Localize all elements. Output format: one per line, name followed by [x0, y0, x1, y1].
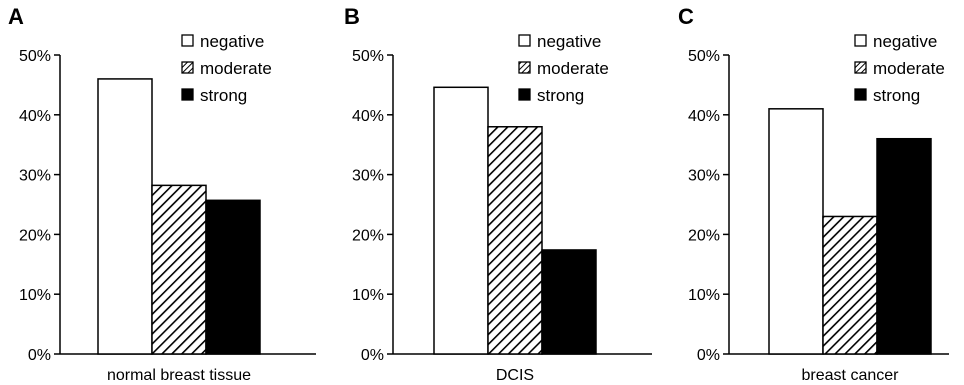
bar-negative [433, 86, 489, 355]
y-tick-label: 30% [19, 168, 51, 185]
y-tick-label: 50% [19, 48, 51, 65]
y-tick-label: 20% [352, 227, 384, 244]
bar-negative [768, 108, 824, 355]
panel-letter: C [678, 4, 694, 29]
bar-moderate [487, 126, 543, 355]
legend-label-moderate: moderate [537, 59, 609, 78]
y-tick-label: 40% [688, 108, 720, 125]
legend: negative moderate strong [181, 32, 272, 105]
legend-swatch-strong [518, 88, 531, 101]
y-tick-label: 30% [688, 168, 720, 185]
legend-swatch-moderate [181, 61, 194, 74]
legend-swatch-negative [518, 34, 531, 47]
legend-label-strong: strong [537, 86, 584, 105]
legend-label-moderate: moderate [873, 59, 945, 78]
legend: negative moderate strong [854, 32, 945, 105]
legend-swatch-strong [181, 88, 194, 101]
bar-strong [876, 137, 932, 355]
panel-letter: B [344, 4, 360, 29]
y-tick-label: 50% [688, 48, 720, 65]
x-category-label: breast cancer [802, 367, 900, 384]
chart-panel-a: A 0% 10% 20% 30% 40% 50% normal breast tissue ne… [8, 4, 316, 384]
legend-swatch-negative [181, 34, 194, 47]
chart-panel-c: C 0% 10% 20% 30% 40% 50% breast cancer negative m… [678, 4, 949, 384]
y-tick-label: 30% [352, 168, 384, 185]
panel-letter: A [8, 4, 24, 29]
legend-label-negative: negative [200, 32, 264, 51]
legend-swatch-negative [854, 34, 867, 47]
legend-swatch-strong [854, 88, 867, 101]
y-tick-label: 10% [352, 287, 384, 304]
y-tick-label: 10% [688, 287, 720, 304]
y-tick-label: 50% [352, 48, 384, 65]
legend: negative moderate strong [518, 32, 609, 105]
bar-strong [205, 199, 261, 355]
x-category-label: DCIS [496, 367, 534, 384]
x-category-label: normal breast tissue [107, 367, 251, 384]
legend-swatch-moderate [518, 61, 531, 74]
legend-label-strong: strong [873, 86, 920, 105]
bar-negative [97, 78, 153, 355]
y-tick-label: 0% [28, 347, 51, 364]
chart-panel-b: B 0% 10% 20% 30% 40% 50% DCIS negative moderate st… [344, 4, 652, 384]
y-tick-label: 20% [19, 227, 51, 244]
bar-moderate [822, 215, 878, 355]
legend-label-moderate: moderate [200, 59, 272, 78]
legend-label-strong: strong [200, 86, 247, 105]
bar-moderate [151, 184, 207, 355]
y-tick-label: 0% [361, 347, 384, 364]
legend-label-negative: negative [537, 32, 601, 51]
legend-label-negative: negative [873, 32, 937, 51]
y-tick-label: 0% [697, 347, 720, 364]
y-tick-label: 10% [19, 287, 51, 304]
legend-swatch-moderate [854, 61, 867, 74]
y-tick-label: 40% [19, 108, 51, 125]
bar-strong [541, 249, 597, 355]
y-tick-label: 40% [352, 108, 384, 125]
y-tick-label: 20% [688, 227, 720, 244]
